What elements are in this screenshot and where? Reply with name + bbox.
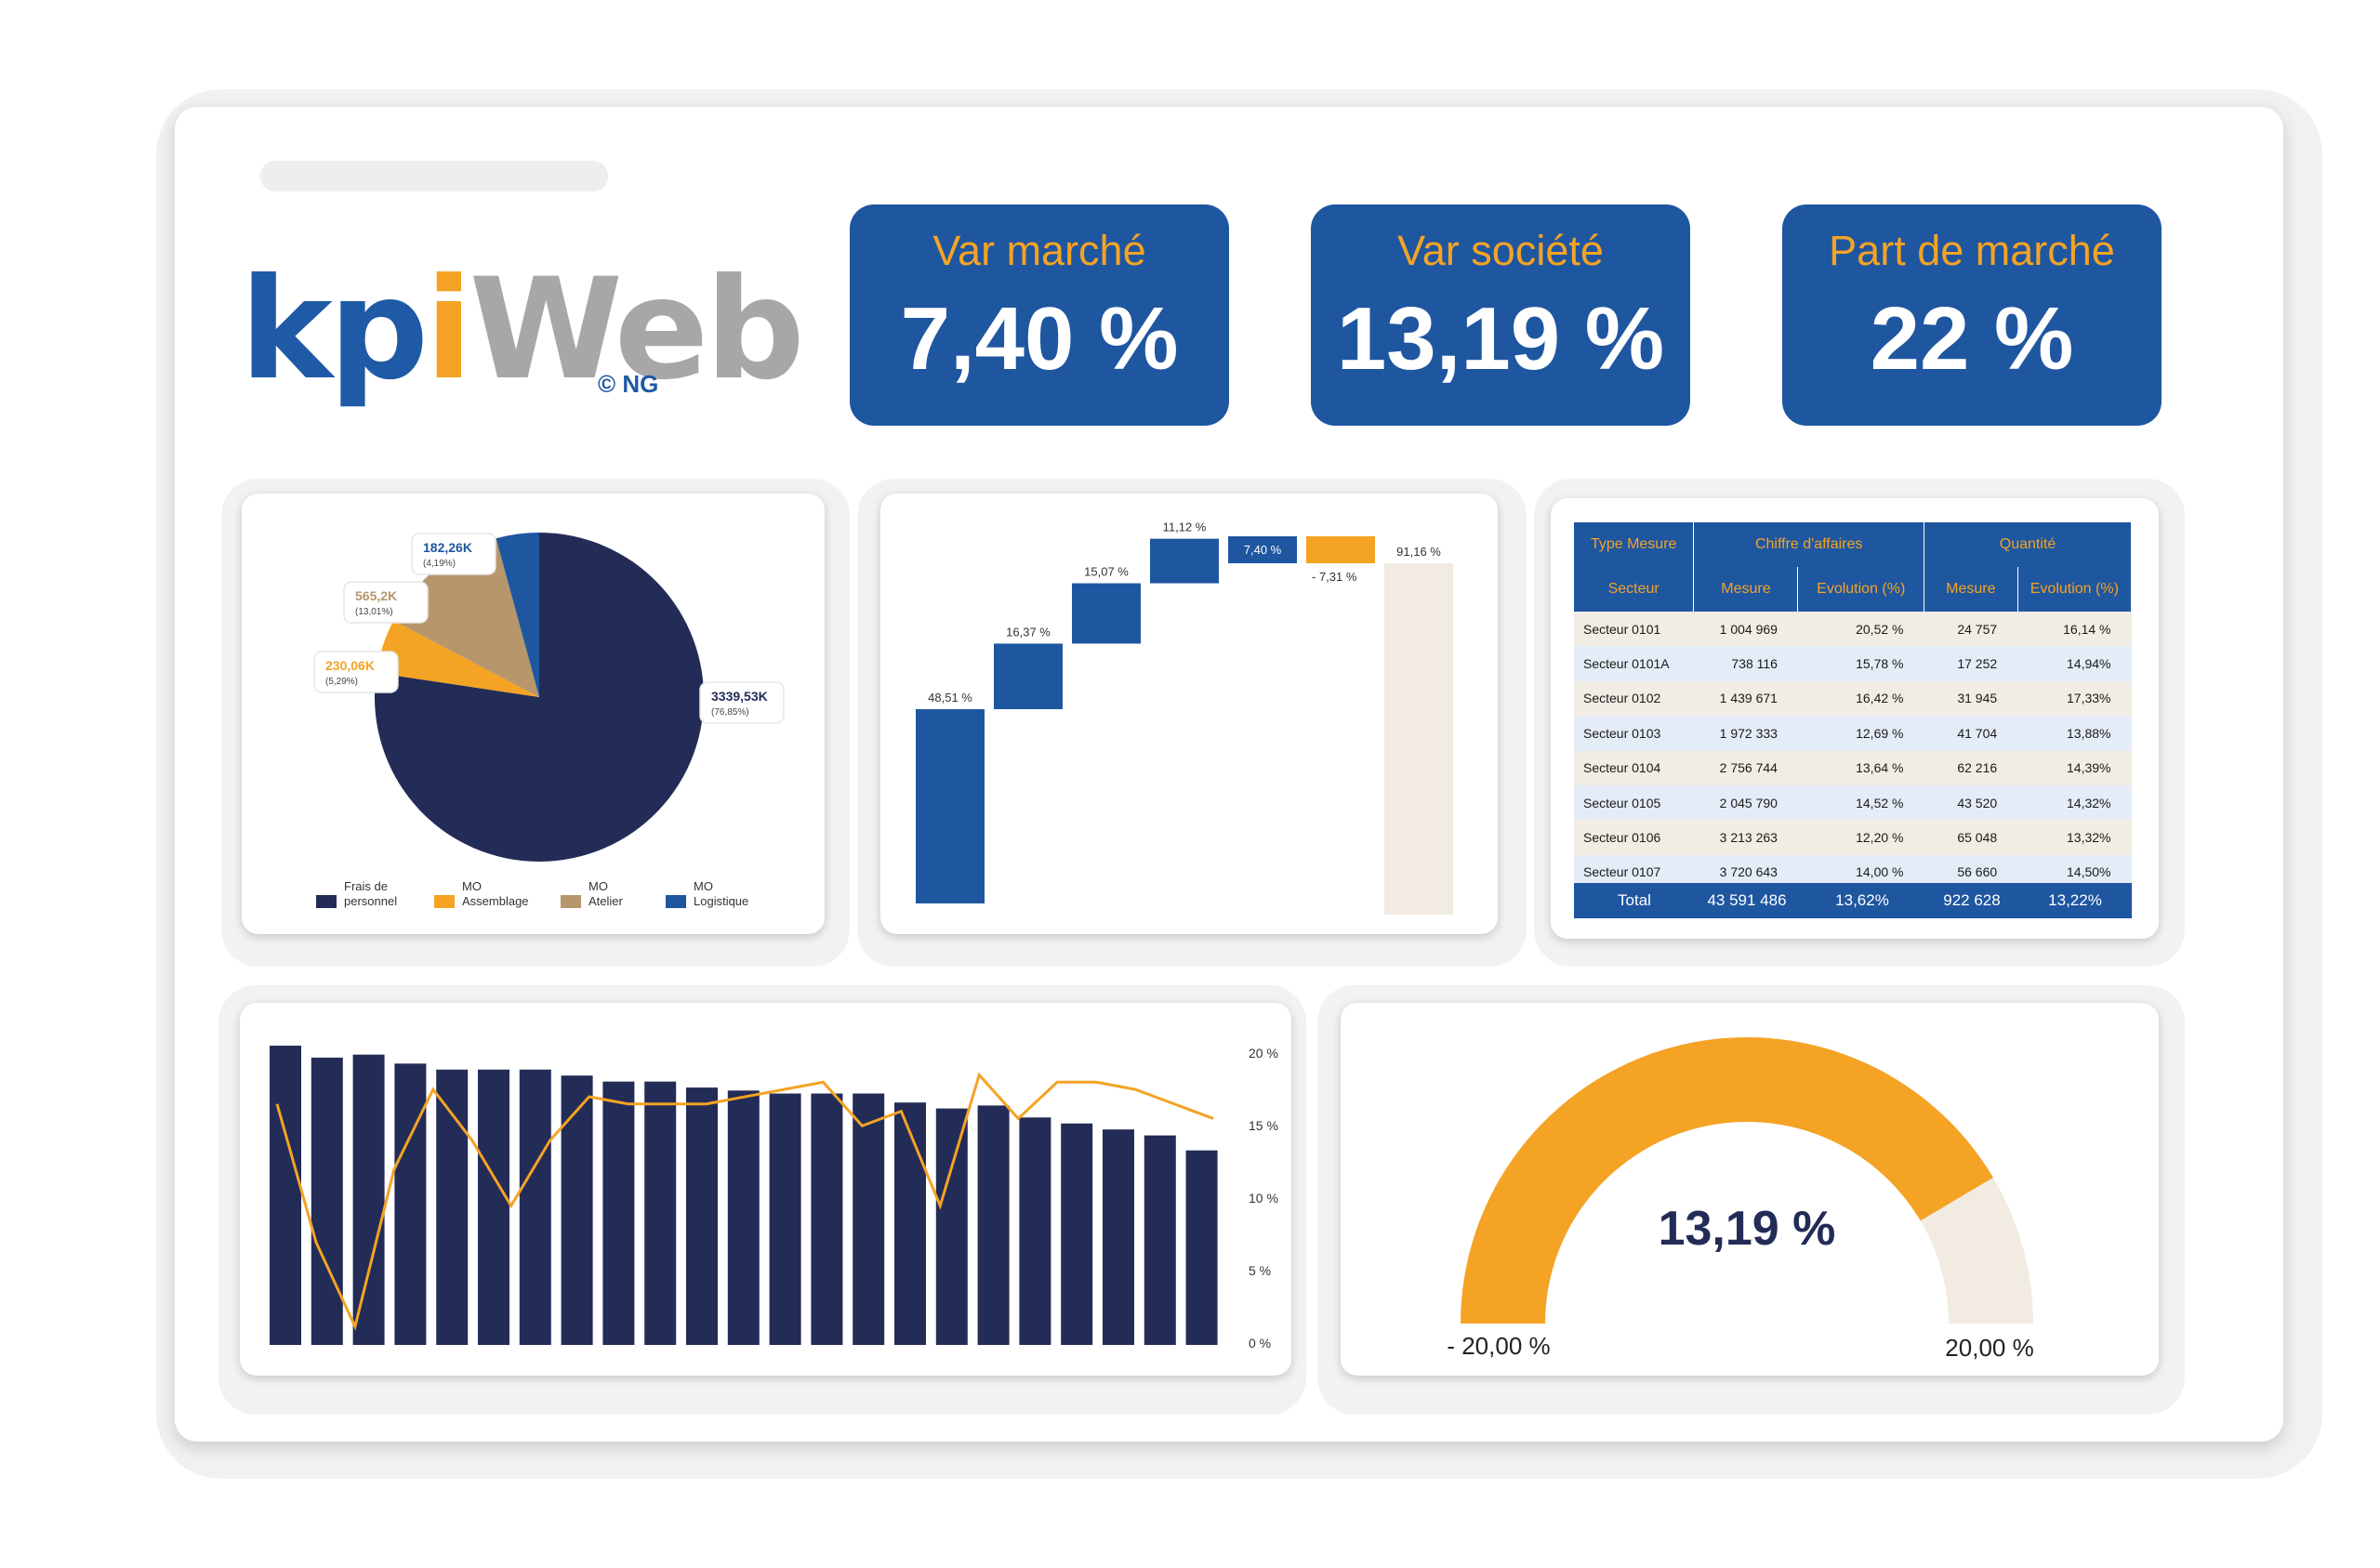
total-ca-evolution: 13,62%: [1835, 891, 1889, 909]
table-row[interactable]: Secteur 0106 3 213 263 12,20 % 65 048 13,32%: [1574, 820, 2132, 855]
table-cell-secteur: Secteur 0101: [1574, 612, 1694, 647]
table-cell: 14,32%: [2017, 784, 2132, 821]
table-cell: 1 004 969: [1693, 612, 1798, 647]
table-cell-secteur: Secteur 0105: [1574, 784, 1694, 821]
table-cell: 1 439 671: [1693, 680, 1798, 717]
table-cell: 3 213 263: [1693, 820, 1798, 855]
kpi-label: Var marché: [932, 227, 1146, 274]
table-cell: 738 116: [1693, 646, 1798, 681]
table-cell: 17,33%: [2017, 680, 2132, 717]
table-cell-secteur: Secteur 0102: [1574, 680, 1694, 717]
kpi-label: Var société: [1397, 227, 1604, 274]
table-cell: 14,94%: [2017, 646, 2132, 681]
table-cell: 62 216: [1924, 750, 2018, 785]
logo-wordmark: kpiWeb: [240, 249, 805, 411]
total-qty-evolution: 13,22%: [2048, 891, 2102, 909]
table-cell: 17 252: [1924, 646, 2018, 681]
table-group-header-type: Type Mesure: [1574, 522, 1695, 567]
table-cell: 14,52 %: [1797, 784, 1924, 821]
kpi-value: 7,40 %: [900, 289, 1179, 389]
pie-chart-panel[interactable]: [242, 494, 825, 934]
table-cell: 2 756 744: [1693, 750, 1798, 785]
table-body: Secteur 0101 1 004 969 20,52 % 24 757 16,14 …: [1574, 612, 2132, 918]
table-col-ca-evolution[interactable]: Evolution (%): [1797, 567, 1924, 612]
gauge-panel[interactable]: [1341, 1003, 2159, 1376]
table-cell: 13,64 %: [1797, 750, 1924, 785]
table-cell-secteur: Secteur 0101A: [1574, 646, 1694, 681]
table-cell: 13,32%: [2017, 820, 2132, 855]
table-cell: 14,39%: [2017, 750, 2132, 785]
kpi-label: Part de marché: [1829, 227, 2115, 274]
table-row[interactable]: Secteur 0105 2 045 790 14,52 % 43 520 14,32%: [1574, 784, 2132, 821]
table-total-row: Total 43 591 486 13,62% 922 628 13,22%: [1574, 883, 2132, 918]
total-ca-mesure: 43 591 486: [1707, 891, 1787, 909]
table-row[interactable]: Secteur 0104 2 756 744 13,64 % 62 216 14,39%: [1574, 750, 2132, 785]
table-row[interactable]: Secteur 0101 1 004 969 20,52 % 24 757 16,14 …: [1574, 612, 2132, 647]
table-cell: 1 972 333: [1693, 716, 1798, 751]
table-row[interactable]: Secteur 0102 1 439 671 16,42 % 31 945 17,33%: [1574, 680, 2132, 717]
kpiweb-logo: kpiWeb © NG: [240, 260, 805, 409]
table-cell-secteur: Secteur 0106: [1574, 820, 1694, 855]
table-col-secteur[interactable]: Secteur: [1574, 567, 1695, 612]
table-cell: 16,42 %: [1797, 680, 1924, 717]
kpi-card-part-de-marche[interactable]: Part de marché 22 %: [1782, 204, 2162, 426]
table-cell: 24 757: [1924, 612, 2018, 647]
table-group-header-ca: Chiffre d'affaires: [1693, 522, 1924, 567]
table-col-qty-evolution[interactable]: Evolution (%): [2017, 567, 2132, 612]
logo-copyright: © NG: [598, 370, 659, 398]
waterfall-chart-panel[interactable]: [880, 494, 1498, 934]
kpi-card-var-societe[interactable]: Var société 13,19 %: [1311, 204, 1690, 426]
total-label: Total: [1618, 891, 1651, 909]
top-bar-placeholder: [260, 161, 608, 191]
table-cell-secteur: Secteur 0104: [1574, 750, 1694, 785]
data-table: Type Mesure Chiffre d'affaires Quantité …: [1574, 522, 2132, 918]
table-row[interactable]: Secteur 0103 1 972 333 12,69 % 41 704 13,88%: [1574, 716, 2132, 751]
table-cell: 43 520: [1924, 784, 2018, 821]
table-cell-secteur: Secteur 0103: [1574, 716, 1694, 751]
table-cell: 13,88%: [2017, 716, 2132, 751]
total-qty-mesure: 922 628: [1943, 891, 2001, 909]
table-row[interactable]: Secteur 0101A 738 116 15,78 % 17 252 14,94%: [1574, 646, 2132, 681]
table-cell: 12,20 %: [1797, 820, 1924, 855]
kpi-card-var-marche[interactable]: Var marché 7,40 %: [850, 204, 1229, 426]
table-cell: 65 048: [1924, 820, 2018, 855]
table-cell: 15,78 %: [1797, 646, 1924, 681]
table-cell: 16,14 %: [2017, 612, 2132, 647]
table-cell: 31 945: [1924, 680, 2018, 717]
table-col-ca-mesure[interactable]: Mesure: [1693, 567, 1799, 612]
table-cell: 41 704: [1924, 716, 2018, 751]
table-col-qty-mesure[interactable]: Mesure: [1924, 567, 2018, 612]
kpi-value: 13,19 %: [1336, 289, 1665, 389]
table-cell: 12,69 %: [1797, 716, 1924, 751]
table-cell: 2 045 790: [1693, 784, 1798, 821]
combo-chart-panel[interactable]: [240, 1003, 1291, 1376]
table-cell: 20,52 %: [1797, 612, 1924, 647]
kpi-value: 22 %: [1870, 289, 2074, 389]
table-group-header-qty: Quantité: [1924, 522, 2132, 567]
